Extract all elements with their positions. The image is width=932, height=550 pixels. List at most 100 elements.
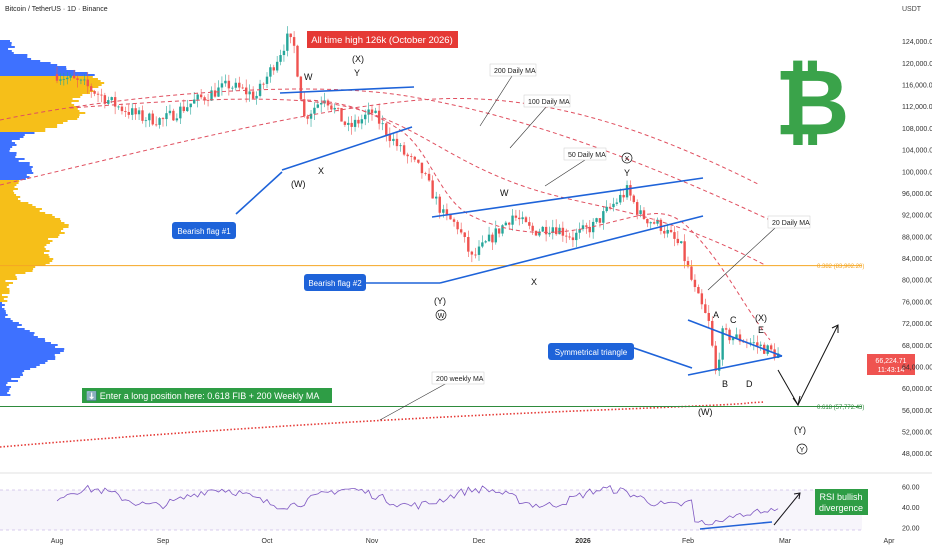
candle-body	[134, 108, 137, 115]
volume-bar	[0, 262, 50, 264]
candle-body	[262, 83, 265, 85]
volume-bar	[0, 320, 13, 322]
triangle-callout	[548, 343, 634, 360]
price-tick: 68,000.00	[902, 343, 932, 350]
ma20-label: 20 Daily MA	[772, 220, 810, 227]
volume-bar	[0, 74, 95, 76]
price-tick: 104,000.00	[902, 148, 932, 155]
projection-path	[777, 324, 839, 407]
volume-bar	[0, 290, 10, 292]
volume-bar	[0, 120, 68, 122]
candle-body	[89, 86, 93, 92]
ath-banner	[307, 31, 458, 48]
volume-bar	[0, 256, 50, 258]
candle-body	[370, 109, 374, 113]
volume-bar	[0, 200, 21, 202]
wave-e: E	[758, 325, 764, 335]
candle-body	[541, 226, 544, 232]
candle-body	[501, 225, 504, 234]
candle-body	[385, 123, 388, 135]
weekly-ma-line	[0, 401, 766, 448]
volume-bar	[0, 132, 35, 134]
price-tick: 84,000.00	[902, 256, 932, 263]
candle-body	[635, 202, 639, 215]
price-tick: 72,000.00	[902, 321, 932, 328]
volume-bar	[0, 82, 105, 84]
candle-body	[615, 202, 619, 204]
wave-x2: X	[531, 277, 537, 287]
candle-body	[137, 110, 141, 115]
candle-body	[686, 261, 690, 267]
volume-bar	[0, 150, 10, 152]
long-position-text: ⬇️ Enter a long position here: 0.618 FIB…	[86, 390, 319, 401]
ma-line	[0, 88, 771, 221]
candle-body	[154, 124, 158, 126]
candle-body	[581, 225, 585, 230]
candle-body	[714, 345, 717, 371]
symbol-title: Bitcoin / TetherUS · 1D · Binance	[5, 6, 108, 13]
candle-body	[182, 106, 185, 112]
volume-bar	[0, 48, 9, 50]
volume-bar	[0, 306, 2, 308]
volume-bar	[0, 188, 18, 190]
candle-body	[568, 236, 571, 238]
circled-y: Y	[800, 447, 805, 454]
candle-body	[629, 185, 632, 196]
price-tick: 92,000.00	[902, 213, 932, 220]
fib-0382-label: 0.382 (83,902.20)	[817, 264, 864, 270]
volume-bar	[0, 54, 28, 56]
candle-body	[652, 222, 656, 224]
candle-body	[148, 113, 151, 121]
candle-body	[551, 227, 555, 233]
volume-bar	[0, 332, 35, 334]
candle-body	[306, 116, 309, 119]
volume-bar	[0, 354, 55, 356]
candle-body	[524, 217, 528, 223]
volume-bar	[0, 352, 61, 354]
volume-bar	[0, 304, 5, 306]
volume-bar	[0, 384, 7, 386]
volume-bar	[0, 186, 15, 188]
candle-body	[248, 91, 251, 95]
volume-bar	[0, 220, 62, 222]
volume-bar	[0, 96, 81, 98]
volume-bar	[0, 218, 61, 220]
candle-body	[103, 95, 107, 104]
volume-bar	[0, 154, 17, 156]
candle-body	[269, 67, 272, 77]
volume-bar	[0, 170, 32, 172]
candle-body	[343, 121, 347, 125]
candle-body	[511, 215, 514, 225]
volume-bar	[0, 52, 14, 54]
volume-bar	[0, 296, 8, 298]
wave-paren-x2: (X)	[755, 313, 767, 323]
volume-bar	[0, 278, 18, 280]
candle-body	[666, 229, 669, 234]
wave-x1: X	[318, 166, 324, 176]
moving-averages	[0, 88, 771, 448]
wave-d: D	[746, 379, 753, 389]
volume-bar	[0, 390, 9, 392]
wave-b: B	[722, 379, 728, 389]
volume-bar	[0, 272, 26, 274]
candle-body	[96, 93, 100, 95]
flag1-top-line	[279, 86, 415, 94]
price-badge-countdown: 11:43:14	[878, 367, 905, 374]
candle-body	[700, 293, 704, 305]
volume-bar	[0, 322, 19, 324]
price-axis: 124,000.00 120,000.00 116,000.00 112,000.00…	[902, 39, 932, 458]
volume-bar	[0, 276, 17, 278]
candle-body	[110, 97, 113, 101]
candle-body	[632, 195, 636, 203]
candle-body	[319, 103, 323, 105]
candle-body	[484, 241, 487, 243]
volume-profile	[0, 40, 105, 396]
candle-body	[659, 219, 663, 231]
volume-bar	[0, 328, 25, 330]
candle-body	[347, 122, 350, 125]
candle-body	[544, 226, 548, 235]
volume-bar	[0, 106, 80, 108]
volume-bar	[0, 206, 36, 208]
volume-bar	[0, 286, 7, 288]
candle-body	[683, 241, 686, 262]
